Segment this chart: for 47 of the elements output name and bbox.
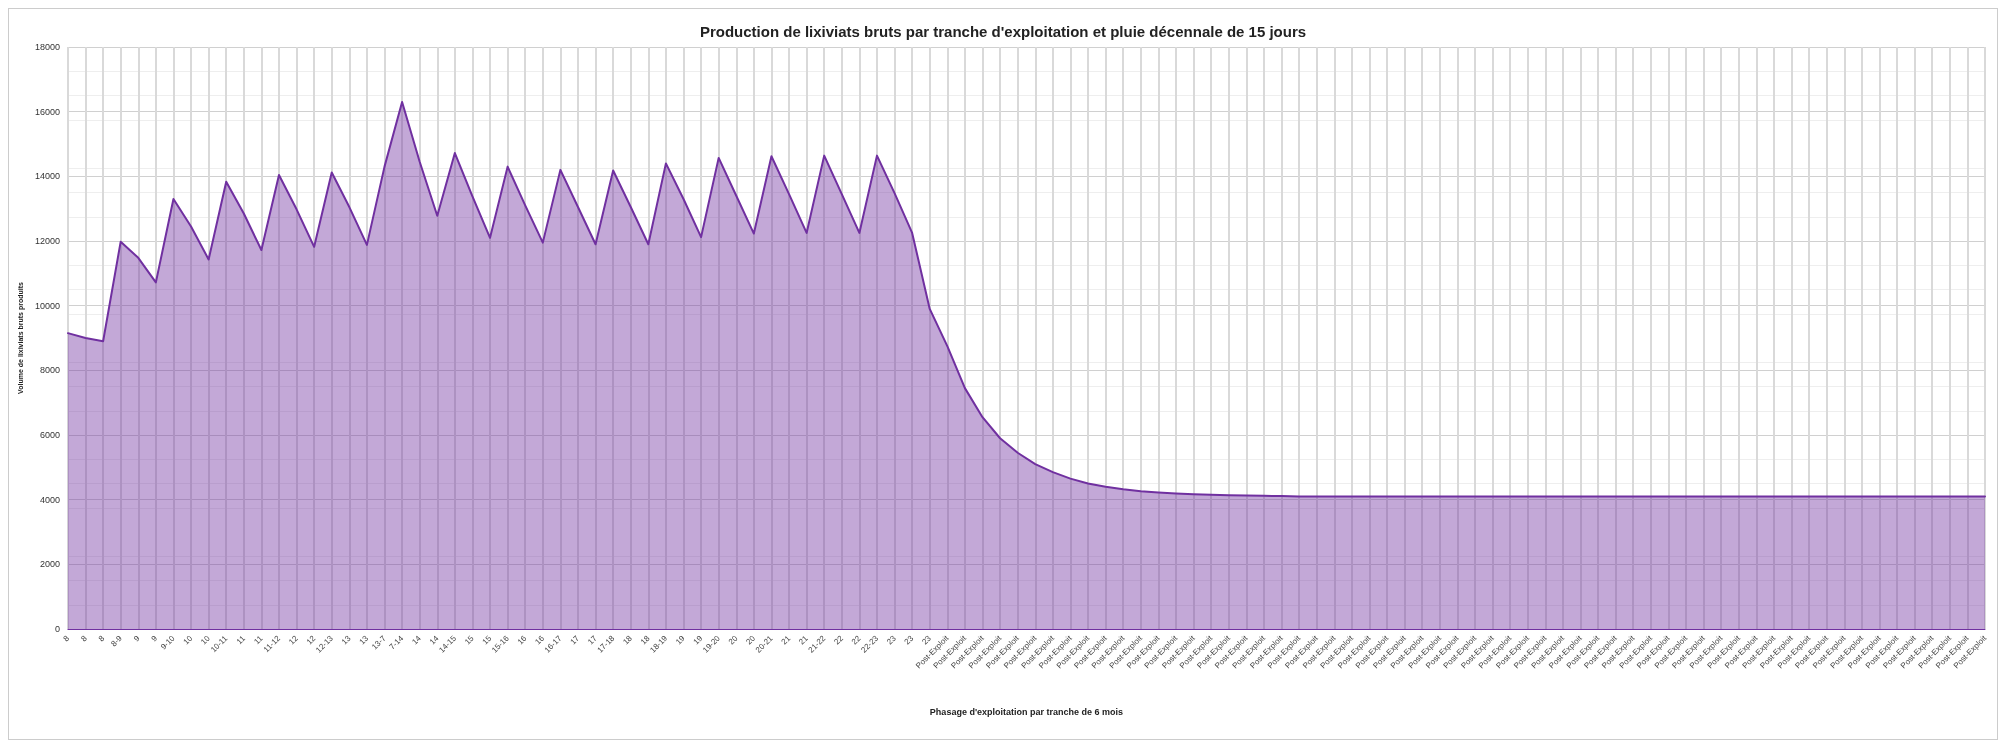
x-tick-label: 10 (181, 633, 195, 647)
y-tick-label: 12000 (34, 236, 60, 246)
x-tick-label: 12 (304, 633, 318, 647)
y-tick-label: 8000 (39, 365, 60, 376)
x-tick-label: 21 (779, 633, 793, 647)
x-tick-label: 18 (621, 633, 635, 647)
x-tick-label: 16 (533, 633, 547, 647)
x-tick-label: 23 (902, 633, 916, 647)
x-tick-label: 8 (96, 633, 107, 644)
x-tick-label: 14 (410, 633, 424, 647)
x-tick-label: 19 (691, 633, 705, 647)
chart-title: Production de lixiviats bruts par tranche d'exploitation et pluie décennale de 15 jours (699, 23, 1307, 40)
x-tick-label: 22 (849, 633, 863, 647)
x-tick-label: 13 (357, 633, 371, 647)
x-tick-label: 17 (586, 633, 600, 647)
x-tick-label: 13 (339, 633, 353, 647)
x-tick-label: 11 (234, 633, 248, 647)
x-tick-label: 7-14 (387, 633, 406, 652)
y-tick-label: 4000 (39, 494, 60, 505)
x-tick-label: 8 (79, 633, 90, 644)
x-tick-label: 18 (638, 633, 652, 647)
y-tick-label: 10000 (34, 300, 60, 311)
x-tick-label: 21 (797, 633, 811, 647)
x-tick-label: 10 (199, 633, 213, 647)
x-tick-label: 14 (427, 633, 441, 647)
x-tick-label: 11 (252, 633, 265, 647)
x-tick-label: 15 (462, 633, 477, 647)
x-tick-label: 12 (287, 633, 301, 647)
x-tick-label: 17 (568, 633, 582, 647)
y-tick-label: 18000 (34, 42, 60, 52)
x-tick-label: 22 (832, 633, 846, 647)
x-tick-label: 20 (726, 633, 740, 647)
y-tick-label: 16000 (34, 106, 60, 117)
x-tick-label: 16 (515, 633, 529, 647)
x-tick-label: 23 (885, 633, 899, 647)
y-tick-label: 6000 (39, 430, 60, 440)
x-tick-label: 19 (674, 633, 688, 647)
x-tick-label: 8-9 (109, 633, 125, 649)
y-tick-label: 0 (54, 624, 60, 634)
y-tick-label: 14000 (34, 171, 60, 182)
y-tick-label: 2000 (39, 559, 60, 570)
x-tick-label: 9 (131, 633, 142, 644)
x-tick-label: 15 (480, 633, 494, 647)
x-tick-label: 8 (61, 633, 72, 644)
x-tick-label: 9 (149, 633, 160, 644)
x-axis-title: Phasage d'exploitation par tranche de 6 mois (929, 706, 1124, 717)
x-tick-label: 20 (744, 633, 758, 647)
